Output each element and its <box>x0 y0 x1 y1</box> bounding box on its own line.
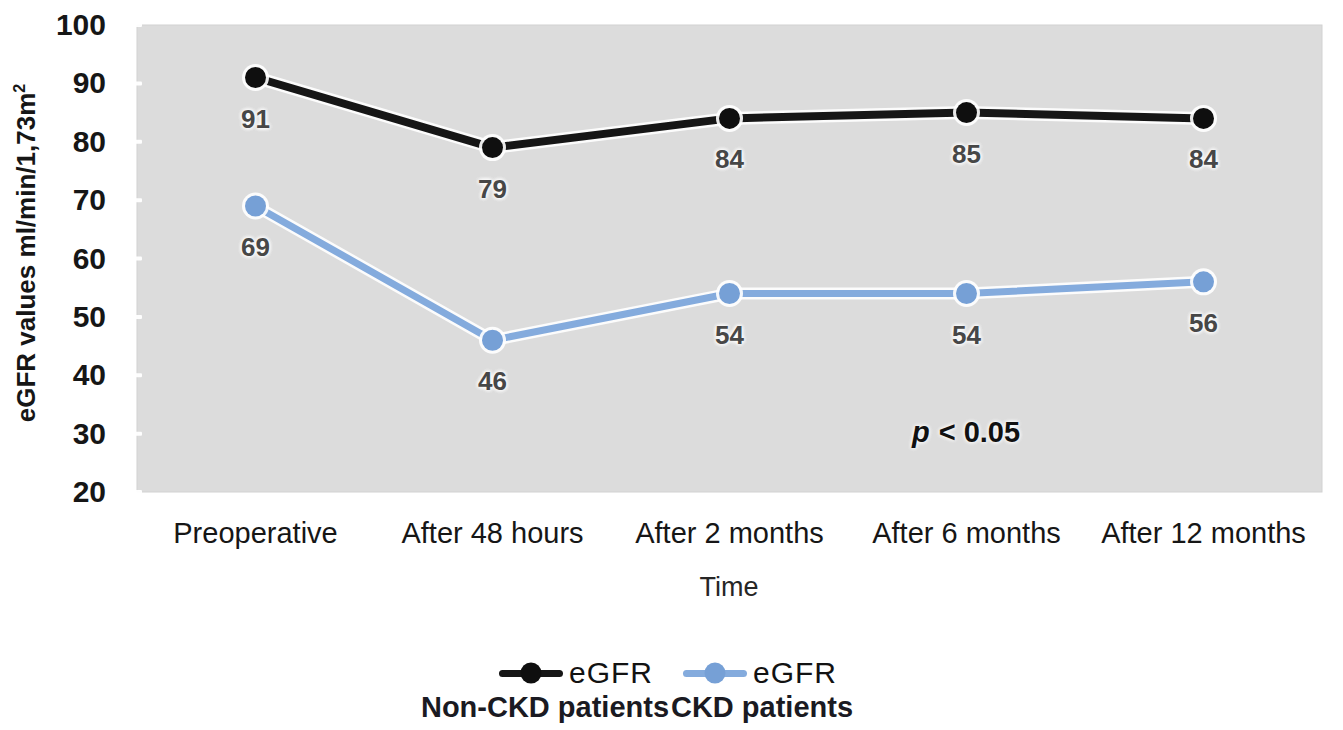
data-value-label: 46 <box>478 366 507 397</box>
data-value-label: 91 <box>241 104 270 135</box>
data-point-marker <box>1193 108 1214 129</box>
y-axis-tick-mark <box>133 373 142 377</box>
data-value-label: 69 <box>241 232 270 263</box>
legend-line-sample-blue <box>683 670 747 677</box>
y-axis-tick-mark <box>133 81 142 85</box>
data-point-marker <box>482 330 503 351</box>
data-point-marker <box>956 102 977 123</box>
data-point-marker <box>956 283 977 304</box>
y-axis-tick-mark <box>133 257 142 261</box>
legend-entry-ckd: eGFR <box>683 656 837 690</box>
x-category-label: Preoperative <box>173 517 337 550</box>
legend-entry-non-ckd: eGFR <box>499 656 653 690</box>
data-value-label: 54 <box>715 320 744 351</box>
y-axis-tick-mark <box>133 23 142 27</box>
x-category-label: After 48 hours <box>401 517 583 550</box>
data-point-marker <box>482 137 503 158</box>
data-point-marker <box>719 283 740 304</box>
legend: eGFR eGFR <box>499 656 837 690</box>
p-value-annotation: p < 0.05 <box>912 416 1020 449</box>
data-value-label: 84 <box>1189 144 1218 175</box>
y-tick-label: 90 <box>0 66 106 100</box>
y-axis-tick-mark <box>133 315 142 319</box>
legend-label: eGFR <box>569 656 653 690</box>
egfr-line-chart: eGFR values ml/min/1,73m2 20304050607080… <box>0 0 1343 730</box>
x-category-label: After 2 months <box>635 517 824 550</box>
y-axis-tick-mark <box>133 490 142 494</box>
x-category-label: After 6 months <box>872 517 1061 550</box>
y-tick-label: 100 <box>0 8 106 42</box>
y-tick-label: 20 <box>0 475 106 509</box>
data-point-marker <box>245 67 266 88</box>
legend-marker-blue <box>705 663 726 684</box>
data-value-label: 79 <box>478 174 507 205</box>
legend-subtitle-ckd: CKD patients <box>671 691 853 724</box>
y-axis-tick-mark <box>133 140 142 144</box>
legend-line-sample-black <box>499 670 563 677</box>
data-point-marker <box>1193 271 1214 292</box>
legend-subtitle-non-ckd: Non-CKD patients <box>421 691 669 724</box>
y-tick-label: 30 <box>0 417 106 451</box>
data-value-label: 54 <box>952 320 981 351</box>
legend-marker-black <box>520 663 541 684</box>
plot-area <box>0 0 1343 730</box>
data-value-label: 84 <box>715 144 744 175</box>
y-axis-tick-mark <box>133 198 142 202</box>
legend-label: eGFR <box>753 656 837 690</box>
data-point-marker <box>719 108 740 129</box>
data-value-label: 56 <box>1189 308 1218 339</box>
x-category-label: After 12 months <box>1101 517 1306 550</box>
data-value-label: 85 <box>952 139 981 170</box>
p-value-rest: < 0.05 <box>939 416 1020 449</box>
x-axis-title: Time <box>700 572 759 603</box>
y-tick-label: 70 <box>0 183 106 217</box>
y-tick-label: 40 <box>0 358 106 392</box>
y-tick-label: 60 <box>0 242 106 276</box>
y-tick-label: 80 <box>0 125 106 159</box>
data-point-marker <box>245 195 266 216</box>
p-value-italic: p <box>912 416 930 449</box>
y-tick-label: 50 <box>0 300 106 334</box>
y-axis-tick-mark <box>133 432 142 436</box>
